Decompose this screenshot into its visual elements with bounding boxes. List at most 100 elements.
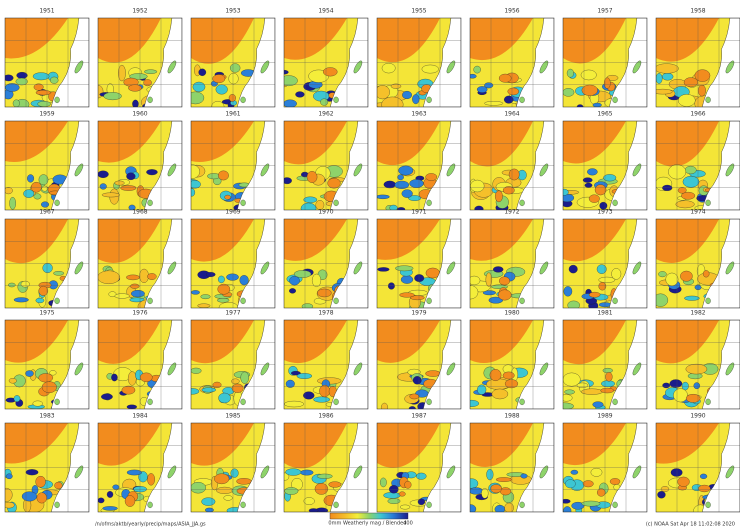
island <box>240 297 246 305</box>
island <box>426 199 432 207</box>
map-panel <box>470 121 554 210</box>
island <box>74 261 84 275</box>
panel-title: 1981 <box>597 310 612 317</box>
dry-blob <box>306 171 318 183</box>
precip-blob <box>32 400 43 407</box>
colorbar-label: 0 <box>328 521 331 527</box>
precip-blob <box>191 367 202 374</box>
precip-blob <box>473 65 481 74</box>
precip-blob <box>201 387 216 393</box>
precip-blob <box>673 388 688 403</box>
precip-blob <box>409 179 424 188</box>
dry-blob <box>36 492 47 504</box>
precip-blob <box>656 73 663 84</box>
dry-blob <box>38 373 53 383</box>
map-panel <box>377 320 461 409</box>
map-panel <box>5 219 89 308</box>
precip-blob <box>144 69 158 74</box>
island <box>333 96 339 104</box>
precip-blob <box>675 200 695 209</box>
dry-blob <box>35 90 51 96</box>
precip-blob <box>240 371 249 384</box>
island <box>353 163 363 177</box>
panel-frame <box>376 17 462 108</box>
map-panel <box>98 121 182 210</box>
precip-blob <box>602 368 613 374</box>
precip-blob <box>9 197 16 210</box>
precip-blob <box>25 469 39 476</box>
precip-blob <box>377 267 390 272</box>
precip-blob <box>216 486 233 494</box>
precip-blob <box>470 399 479 407</box>
panel-frame <box>562 319 648 410</box>
island <box>260 465 270 479</box>
precip-blob <box>146 169 158 176</box>
panel-title: 1962 <box>318 111 333 118</box>
panel-title: 1985 <box>225 413 240 420</box>
precip-blob <box>485 272 493 287</box>
precip-blob <box>118 64 126 82</box>
dry-blob <box>594 184 607 196</box>
precip-blob <box>284 177 292 185</box>
island <box>147 297 153 305</box>
precip-blob <box>295 91 305 98</box>
map-panel <box>284 423 368 512</box>
island <box>147 96 153 104</box>
map-panel <box>656 121 740 210</box>
precip-blob <box>665 272 679 287</box>
panel-title: 1958 <box>690 8 705 15</box>
precip-blob <box>103 92 122 101</box>
colorbar <box>329 512 409 520</box>
dry-blob <box>128 84 142 92</box>
island <box>519 398 525 406</box>
precip-blob <box>5 187 13 195</box>
precip-blob <box>5 473 13 479</box>
precip-blob <box>587 168 598 176</box>
panel-frame <box>97 218 183 309</box>
precip-blob <box>303 497 315 505</box>
dry-blob <box>212 381 222 388</box>
dry-blob <box>694 69 711 82</box>
dry-blob <box>323 67 338 77</box>
dry-blob <box>409 393 420 400</box>
island <box>333 199 339 207</box>
island <box>539 362 549 376</box>
island <box>260 163 270 177</box>
panel-title: 1986 <box>318 413 333 420</box>
precip-blob <box>656 63 679 74</box>
panel-title: 1972 <box>504 209 519 216</box>
precip-blob <box>218 392 231 404</box>
dry-blob <box>502 186 515 195</box>
panel-title: 1959 <box>39 111 54 118</box>
precip-blob <box>8 378 17 384</box>
dry-blob <box>498 73 512 83</box>
precip-blob <box>482 290 496 296</box>
panel-title: 1982 <box>690 310 705 317</box>
map-panel <box>377 219 461 308</box>
dry-blob <box>677 187 687 194</box>
dry-blob <box>147 473 155 486</box>
precip-blob <box>662 382 671 389</box>
dry-blob <box>495 190 503 203</box>
island <box>725 261 735 275</box>
panel-frame <box>469 218 555 309</box>
island <box>446 163 456 177</box>
precip-blob <box>191 388 200 395</box>
precip-blob <box>284 487 299 495</box>
precip-blob <box>685 363 708 375</box>
precip-blob <box>41 201 49 208</box>
precip-blob <box>416 472 427 480</box>
panel-title: 1975 <box>39 310 54 317</box>
precip-blob <box>670 468 683 477</box>
footer-left: /n/ofms/aktb/yearly/precip/maps/ASIA_JJA… <box>95 522 206 528</box>
precip-blob <box>570 469 579 475</box>
panel-frame <box>562 218 648 309</box>
panel-title: 1961 <box>225 111 240 118</box>
panel-frame <box>562 422 648 513</box>
panel-title: 1980 <box>504 310 519 317</box>
island <box>74 163 84 177</box>
island <box>539 465 549 479</box>
precip-blob <box>111 373 118 382</box>
precip-blob <box>15 77 28 86</box>
precip-blob <box>99 183 107 190</box>
